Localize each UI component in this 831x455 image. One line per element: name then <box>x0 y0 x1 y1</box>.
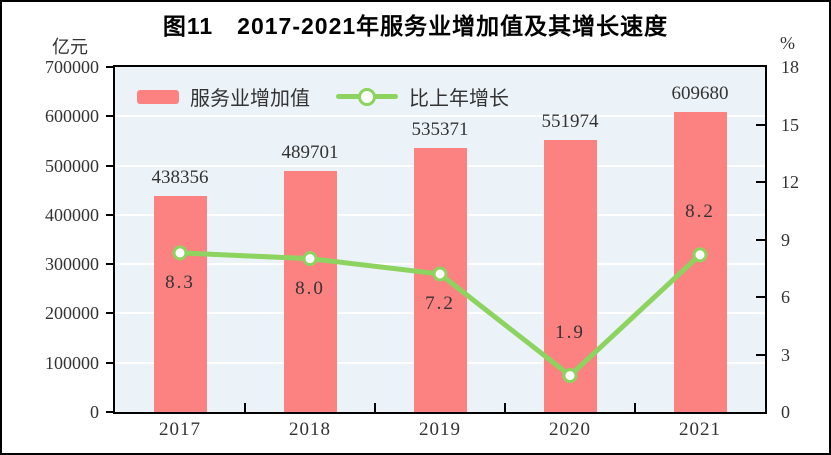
growth-value-label: 7.2 <box>425 293 455 314</box>
bar-value-label: 551974 <box>541 110 599 132</box>
bar-value-label: 489701 <box>281 141 339 163</box>
x-axis-label-2017: 2017 <box>159 419 201 440</box>
x-axis-tick <box>244 403 246 412</box>
growth-value-label: 1.9 <box>555 321 585 343</box>
growth-marker <box>302 251 318 267</box>
right-axis-tick-label: 6 <box>781 287 790 307</box>
bar-2020 <box>543 139 597 412</box>
left-axis-tick <box>106 213 115 216</box>
x-axis-label-2020: 2020 <box>549 419 591 440</box>
bar-2018 <box>283 170 337 412</box>
legend-line-sample <box>336 87 398 106</box>
left-axis-unit-label: 亿元 <box>52 37 88 57</box>
growth-value-label: 8.0 <box>295 277 325 299</box>
right-axis-tick <box>756 238 765 241</box>
left-axis-tick-label: 0 <box>90 402 99 422</box>
plot-area: 438356 489701 535371 551974 609680 8.3 8.0 7.2… <box>113 65 767 414</box>
left-axis-tick-label: 100000 <box>45 352 99 373</box>
legend-bar-swatch <box>137 89 179 104</box>
x-axis-label-2018: 2018 <box>289 419 331 440</box>
bar-value-label: 535371 <box>411 119 469 141</box>
left-axis-tick <box>106 263 115 266</box>
right-axis-tick-label: 15 <box>781 114 799 135</box>
left-axis-tick <box>106 164 115 167</box>
bar-value-label: 438356 <box>151 166 209 188</box>
right-axis-tick-label: 12 <box>781 172 799 192</box>
right-axis-tick-label: 18 <box>781 57 799 77</box>
growth-marker <box>562 368 578 384</box>
left-axis-tick-label: 200000 <box>45 303 99 324</box>
right-axis-tick <box>756 123 765 126</box>
left-axis-tick-label: 700000 <box>45 57 99 77</box>
left-axis-tick-label: 400000 <box>45 204 99 225</box>
right-axis-tick-label: 3 <box>781 344 790 365</box>
left-axis-tick <box>106 361 115 364</box>
growth-value-label: 8.3 <box>165 271 195 293</box>
left-axis-tick <box>106 411 115 413</box>
legend-line-marker-icon <box>358 87 376 106</box>
growth-marker <box>172 245 188 261</box>
left-axis-tick <box>106 312 115 315</box>
gridline <box>115 115 765 118</box>
x-axis-tick <box>374 403 376 412</box>
right-axis-tick-label: 0 <box>781 402 790 422</box>
legend-line-label: 比上年增长 <box>409 88 509 110</box>
growth-marker <box>432 266 448 282</box>
x-axis-label-2021: 2021 <box>679 419 721 440</box>
legend: 服务业增加值 比上年增长 <box>137 82 509 111</box>
x-axis-tick <box>504 403 506 412</box>
bar-value-label: 609680 <box>671 82 729 104</box>
growth-marker <box>692 247 708 263</box>
x-axis-tick <box>634 403 636 412</box>
left-axis-tick-label: 500000 <box>45 155 99 176</box>
x-axis-label-2019: 2019 <box>419 419 461 440</box>
right-axis-tick <box>756 353 765 356</box>
left-axis-tick <box>106 115 115 118</box>
left-axis-tick-label: 300000 <box>45 254 99 275</box>
right-axis-tick-label: 9 <box>781 229 790 250</box>
right-axis-tick <box>756 296 765 298</box>
right-axis-unit-label: % <box>780 33 795 53</box>
legend-bar-label: 服务业增加值 <box>190 88 310 110</box>
figure-title: 图11 2017-2021年服务业增加值及其增长速度 <box>162 13 669 39</box>
right-axis-tick <box>756 181 765 183</box>
right-axis-tick-labels: 18 15 12 9 6 3 0 <box>765 57 829 422</box>
growth-value-label: 8.2 <box>685 200 715 222</box>
left-axis-tick <box>106 66 115 68</box>
growth-line-chart <box>172 245 708 384</box>
left-axis-tick-labels: 700000 600000 500000 400000 300000 200000 1000… <box>2 57 107 422</box>
left-axis-tick-label: 600000 <box>45 106 99 127</box>
bar-2017 <box>153 195 207 412</box>
